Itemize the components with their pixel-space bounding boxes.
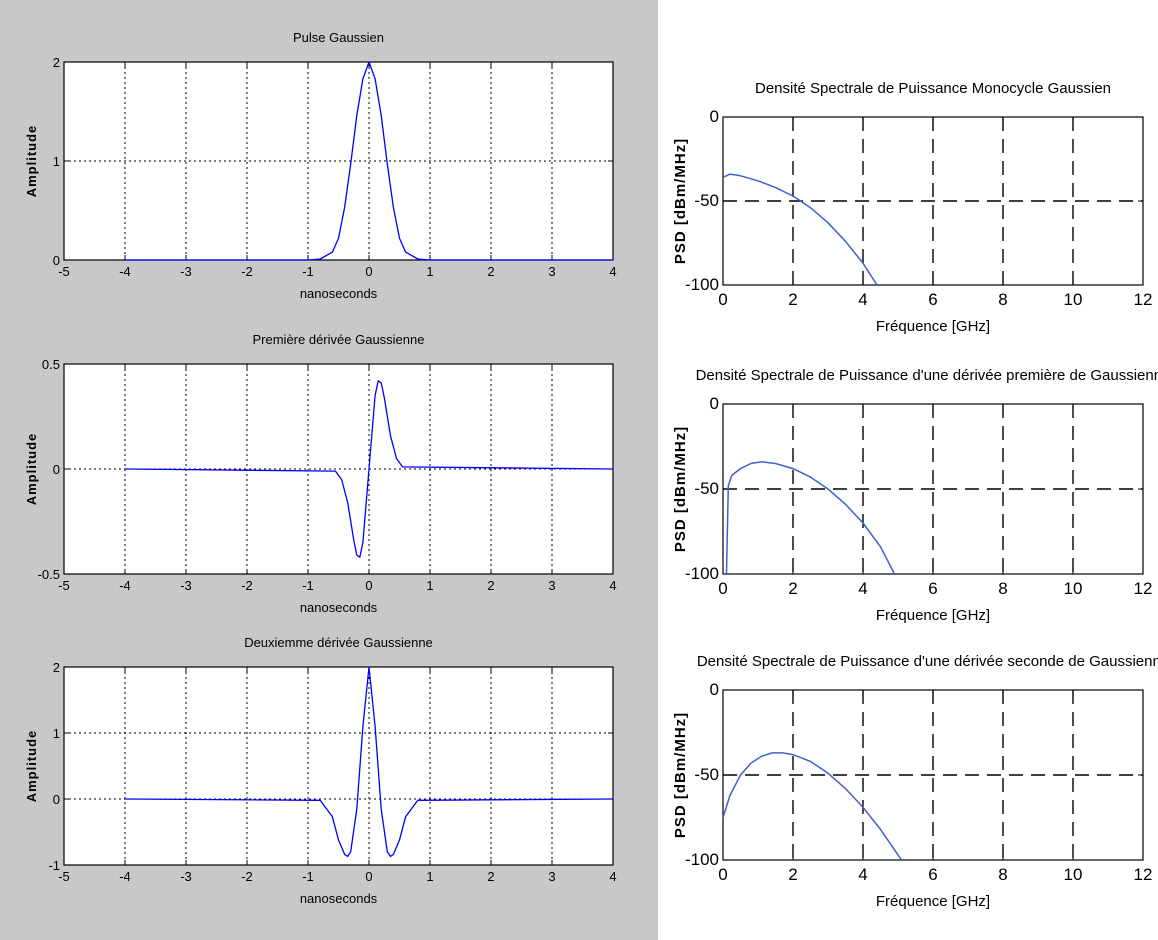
x-tick-label: 12 [1134, 579, 1153, 598]
y-axis-label: Amplitude [24, 730, 39, 803]
x-tick-label: 12 [1134, 865, 1153, 884]
y-tick-label: 0 [53, 462, 60, 477]
x-tick-label: -3 [180, 578, 192, 593]
x-tick-label: 12 [1134, 290, 1153, 309]
x-tick-label: -1 [302, 264, 314, 279]
x-tick-label: 10 [1064, 865, 1083, 884]
y-tick-label: -100 [685, 564, 719, 583]
y-tick-label: -50 [694, 191, 719, 210]
y-tick-label: 0 [53, 792, 60, 807]
x-tick-label: 3 [548, 578, 555, 593]
x-tick-label: 6 [928, 290, 937, 309]
x-tick-label: 0 [718, 865, 727, 884]
plot-area-2 [64, 667, 613, 865]
x-tick-label: -4 [119, 264, 131, 279]
x-axis-label: Fréquence [GHz] [876, 607, 990, 624]
y-tick-label: 0 [710, 394, 719, 413]
x-tick-label: 0 [365, 869, 372, 884]
x-tick-label: 6 [928, 579, 937, 598]
x-tick-label: 4 [609, 578, 616, 593]
x-tick-label: 2 [487, 578, 494, 593]
x-tick-label: 10 [1064, 290, 1083, 309]
chart-title: Pulse Gaussien [293, 30, 384, 45]
x-tick-label: -2 [241, 578, 253, 593]
chart-title: Densité Spectrale de Puissance Monocycle… [755, 80, 1111, 97]
y-tick-label: -100 [685, 275, 719, 294]
y-axis-label: Amplitude [24, 125, 39, 198]
chart-title: Deuxiemme dérivée Gaussienne [244, 635, 433, 650]
x-tick-label: 2 [788, 579, 797, 598]
x-axis-label: Fréquence [GHz] [876, 318, 990, 335]
x-axis-label: nanoseconds [300, 600, 378, 615]
x-tick-label: 2 [788, 290, 797, 309]
x-tick-label: -4 [119, 578, 131, 593]
y-axis-label: PSD [dBm/MHz] [672, 426, 689, 552]
y-axis-label: PSD [dBm/MHz] [672, 712, 689, 838]
x-axis-label: nanoseconds [300, 286, 378, 301]
x-tick-label: -1 [302, 578, 314, 593]
x-tick-label: 0 [365, 578, 372, 593]
x-tick-label: -4 [119, 869, 131, 884]
x-tick-label: 4 [858, 290, 867, 309]
x-tick-label: 2 [487, 264, 494, 279]
x-tick-label: 2 [788, 865, 797, 884]
chart-title: Densité Spectrale de Puissance d'une dér… [696, 367, 1158, 384]
x-tick-label: 1 [426, 869, 433, 884]
x-tick-label: 8 [998, 579, 1007, 598]
x-tick-label: 0 [365, 264, 372, 279]
x-tick-label: -3 [180, 869, 192, 884]
x-tick-label: 1 [426, 578, 433, 593]
y-tick-label: 1 [53, 154, 60, 169]
x-tick-label: 4 [858, 865, 867, 884]
x-tick-label: -3 [180, 264, 192, 279]
y-tick-label: -50 [694, 479, 719, 498]
x-tick-label: 1 [426, 264, 433, 279]
x-tick-label: -2 [241, 869, 253, 884]
y-axis-label: Amplitude [24, 433, 39, 506]
y-tick-label: -0.5 [38, 567, 60, 582]
chart-title: Première dérivée Gaussienne [253, 332, 425, 347]
x-axis-label: nanoseconds [300, 891, 378, 906]
y-tick-label: 1 [53, 726, 60, 741]
x-tick-label: 4 [858, 579, 867, 598]
y-tick-label: -100 [685, 850, 719, 869]
x-tick-label: 8 [998, 290, 1007, 309]
x-tick-label: 0 [718, 290, 727, 309]
x-tick-label: -2 [241, 264, 253, 279]
y-tick-label: -50 [694, 765, 719, 784]
chart-title: Densité Spectrale de Puissance d'une dér… [697, 653, 1158, 670]
x-tick-label: 4 [609, 264, 616, 279]
y-tick-label: 0 [710, 107, 719, 126]
x-tick-label: 10 [1064, 579, 1083, 598]
y-tick-label: 0 [710, 680, 719, 699]
y-tick-label: -1 [48, 858, 60, 873]
y-tick-label: 0 [53, 253, 60, 268]
x-tick-label: 4 [609, 869, 616, 884]
x-tick-label: 0 [718, 579, 727, 598]
x-tick-label: 2 [487, 869, 494, 884]
y-tick-label: 2 [53, 55, 60, 70]
x-tick-label: -1 [302, 869, 314, 884]
x-tick-label: 3 [548, 264, 555, 279]
x-tick-label: 3 [548, 869, 555, 884]
x-axis-label: Fréquence [GHz] [876, 893, 990, 910]
y-axis-label: PSD [dBm/MHz] [672, 138, 689, 264]
y-tick-label: 2 [53, 660, 60, 675]
x-tick-label: 8 [998, 865, 1007, 884]
y-tick-label: 0.5 [42, 357, 60, 372]
x-tick-label: 6 [928, 865, 937, 884]
